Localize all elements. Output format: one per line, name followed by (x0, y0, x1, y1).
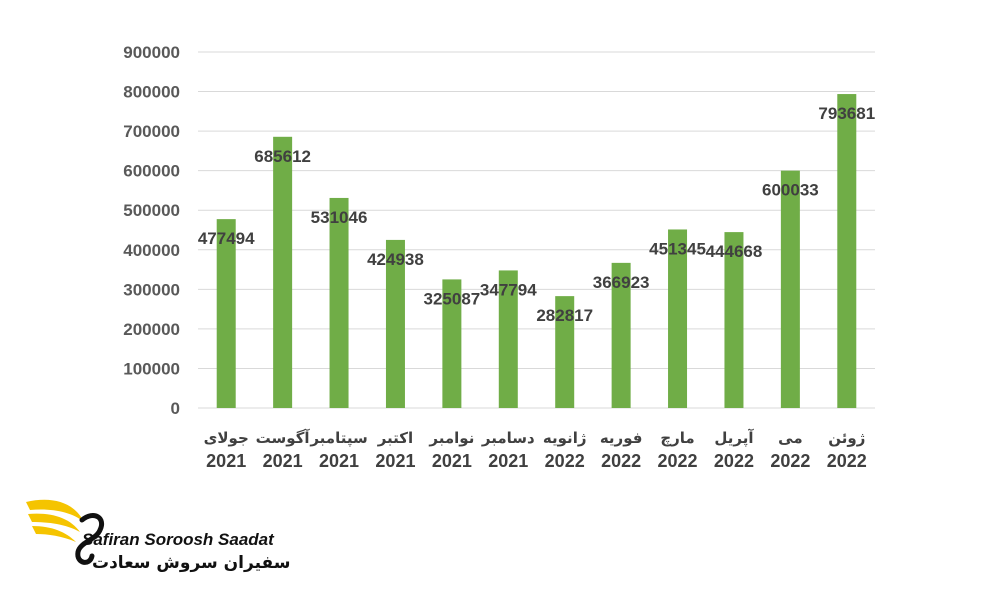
wing-icon (26, 499, 104, 565)
y-tick-label: 900000 (123, 43, 180, 62)
data-label: 366923 (593, 273, 650, 292)
data-label: 347794 (480, 280, 537, 299)
bar (668, 229, 688, 408)
x-tick-label-month: آگوست (256, 429, 311, 447)
gridlines (198, 51, 875, 409)
y-axis-ticks: 0 100000 200000 300000 400000 500000 600000 700… (123, 43, 180, 418)
x-tick-label-month: اکتبر (377, 429, 413, 447)
bar (442, 279, 462, 408)
y-tick-label: 800000 (123, 83, 180, 102)
bar (498, 270, 518, 408)
data-label: 793681 (818, 104, 875, 123)
data-label: 477494 (198, 229, 255, 248)
bar (555, 296, 575, 408)
x-tick-label-year: 2022 (827, 451, 867, 471)
x-tick-label-year: 2021 (263, 451, 303, 471)
x-tick-label-year: 2022 (601, 451, 641, 471)
y-tick-label: 300000 (123, 280, 180, 299)
x-tick-label-month: مارچ (660, 429, 694, 447)
y-tick-label: 100000 (123, 359, 180, 378)
x-tick-label-year: 2022 (545, 451, 585, 471)
x-tick-label-year: 2021 (375, 451, 415, 471)
bar (216, 219, 236, 408)
y-tick-label: 200000 (123, 320, 180, 339)
bars (216, 94, 857, 409)
data-label: 424938 (367, 250, 424, 269)
x-tick-label-year: 2021 (488, 451, 528, 471)
data-label: 282817 (536, 306, 593, 325)
bar (385, 239, 405, 408)
data-label: 531046 (311, 208, 368, 227)
bar (611, 262, 631, 408)
x-axis-labels: جولای 2021 آگوست 2021 سپتامبر 2021 اکتبر 2021 نو… (204, 429, 867, 471)
data-label: 325087 (424, 289, 481, 308)
data-label: 444668 (706, 242, 763, 261)
x-tick-label-month: می (778, 429, 802, 447)
y-tick-label: 400000 (123, 241, 180, 260)
data-label: 685612 (254, 147, 311, 166)
brand-name-fa: سفیران سروش سعادت (92, 553, 291, 573)
x-tick-label-year: 2021 (432, 451, 472, 471)
x-tick-label-year: 2022 (770, 451, 810, 471)
x-tick-label-month: سپتامبر (309, 429, 367, 448)
x-tick-label-month: دسامبر (481, 429, 535, 447)
x-tick-label-year: 2021 (319, 451, 359, 471)
x-tick-label-month: جولای (204, 429, 249, 447)
bar (780, 170, 800, 408)
y-tick-label: 0 (171, 399, 180, 418)
x-tick-label-year: 2022 (714, 451, 754, 471)
y-tick-label: 700000 (123, 122, 180, 141)
x-tick-label-month: ژانویه (543, 429, 587, 447)
x-tick-label-year: 2022 (658, 451, 698, 471)
x-tick-label-month: فوریه (600, 429, 643, 447)
x-tick-label-month: ژوئن (828, 429, 865, 447)
x-tick-label-year: 2021 (206, 451, 246, 471)
bar (273, 136, 293, 408)
bar (329, 197, 349, 408)
data-label: 600033 (762, 181, 819, 200)
brand-logo-icon (26, 499, 104, 565)
x-tick-label-month: آپریل (714, 429, 754, 448)
data-label: 451345 (649, 239, 706, 258)
bar (724, 232, 744, 408)
brand-name-en: Safiran Soroosh Saadat (82, 530, 274, 549)
bar (837, 94, 857, 409)
y-tick-label: 500000 (123, 201, 180, 220)
y-tick-label: 600000 (123, 162, 180, 181)
data-labels: 477494 685612 531046 424938 325087 347794 2828… (198, 104, 875, 325)
x-tick-label-month: نوامبر (428, 429, 474, 447)
